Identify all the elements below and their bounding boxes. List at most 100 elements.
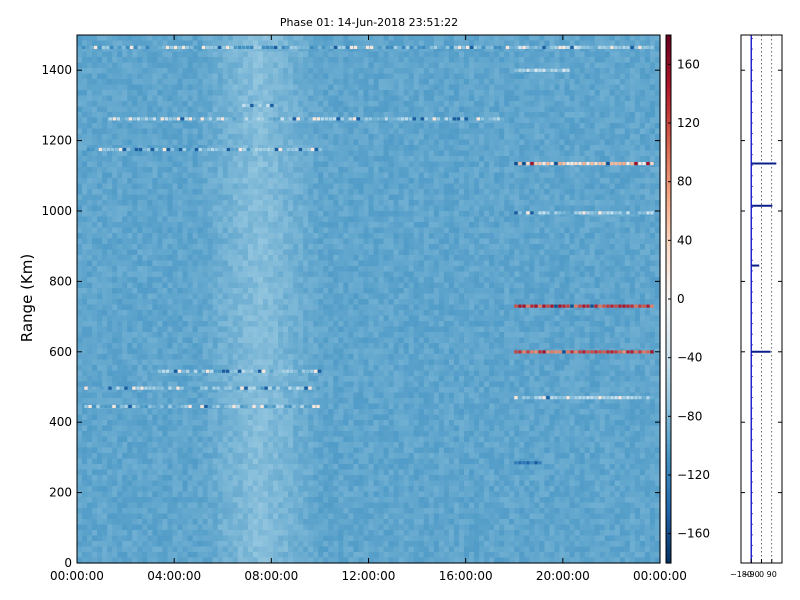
heatmap-cell	[222, 35, 229, 42]
heatmap-cell	[197, 255, 204, 262]
heatmap-cell	[273, 161, 279, 168]
heatmap-cell	[227, 293, 234, 300]
heatmap-cell	[288, 326, 294, 333]
heatmap-cell	[157, 35, 164, 42]
heatmap-cell	[273, 480, 279, 487]
heatmap-cell	[212, 117, 219, 124]
heatmap-cell	[273, 46, 279, 53]
heatmap-cell	[313, 277, 319, 284]
heatmap-cell	[323, 150, 329, 157]
heatmap-cell	[122, 453, 128, 460]
heatmap-cell	[252, 458, 259, 465]
heatmap-cell	[187, 277, 194, 284]
heatmap-cell	[222, 442, 229, 449]
heatmap-cell	[303, 156, 309, 163]
heatmap-cell	[293, 458, 299, 465]
heatmap-cell	[252, 359, 259, 366]
heatmap-cell	[97, 40, 103, 47]
heatmap-cell	[192, 84, 199, 91]
heatmap-cell	[102, 486, 108, 493]
heatmap-cell	[137, 293, 143, 300]
heatmap-cell	[197, 112, 204, 119]
heatmap-cell	[77, 337, 83, 344]
heatmap-cell	[313, 348, 319, 355]
heatmap-cell	[132, 453, 138, 460]
heatmap-cell	[127, 266, 133, 273]
heatmap-cell	[288, 304, 294, 311]
heatmap-cell	[177, 475, 184, 482]
heatmap-cell	[237, 172, 244, 179]
heatmap-cell	[288, 348, 294, 355]
heatmap-cell	[288, 260, 294, 267]
heatmap-cell	[147, 123, 153, 130]
heatmap-cell	[167, 508, 174, 515]
heatmap-cell	[273, 238, 279, 245]
heatmap-cell	[232, 343, 239, 350]
heatmap-cell	[252, 497, 259, 504]
heatmap-cell	[298, 321, 304, 328]
heatmap-cell	[127, 205, 133, 212]
heatmap-cell	[318, 189, 324, 196]
heatmap-cell	[172, 172, 179, 179]
heatmap-cell	[262, 370, 269, 377]
heatmap-cell	[142, 392, 148, 399]
heatmap-cell	[333, 178, 339, 185]
heatmap-cell	[192, 194, 199, 201]
heatmap-cell	[192, 73, 199, 80]
heatmap-cell	[187, 431, 194, 438]
heatmap-cell	[142, 79, 148, 86]
heatmap-cell	[122, 216, 128, 223]
heatmap-cell	[137, 101, 143, 108]
heatmap-cell	[152, 84, 159, 91]
heatmap-cell	[197, 502, 204, 509]
heatmap-cell	[222, 381, 229, 388]
heatmap-cell	[142, 453, 148, 460]
heatmap-cell	[197, 90, 204, 97]
heatmap-cell	[288, 249, 294, 256]
heatmap-cell	[308, 150, 314, 157]
heatmap-cell	[283, 216, 289, 223]
heatmap-cell	[298, 68, 304, 75]
heatmap-cell	[273, 387, 279, 394]
heatmap-cell	[328, 447, 334, 454]
heatmap-cell	[112, 453, 118, 460]
heatmap-cell	[278, 68, 284, 75]
heatmap-cell	[267, 354, 274, 361]
heatmap-cell	[252, 112, 259, 119]
heatmap-cell	[82, 90, 88, 97]
heatmap-cell	[77, 200, 83, 207]
heatmap-cell	[162, 354, 169, 361]
heatmap-cell	[147, 535, 153, 542]
heatmap-cell	[323, 194, 329, 201]
heatmap-cell	[92, 277, 98, 284]
heatmap-cell	[328, 524, 334, 531]
heatmap-cell	[147, 183, 153, 190]
heatmap-cell	[262, 117, 269, 124]
heatmap-cell	[252, 51, 259, 58]
heatmap-cell	[162, 425, 169, 432]
heatmap-cell	[112, 546, 118, 553]
heatmap-cell	[87, 436, 93, 443]
heatmap-cell	[202, 398, 209, 405]
heatmap-cell	[252, 211, 259, 218]
heatmap-cell	[202, 233, 209, 240]
heatmap-cell	[167, 123, 174, 130]
heatmap-cell	[318, 387, 324, 394]
heatmap-cell	[242, 172, 249, 179]
heatmap-cell	[117, 260, 123, 267]
heatmap-cell	[162, 172, 169, 179]
heatmap-cell	[247, 326, 254, 333]
heatmap-cell	[147, 282, 153, 289]
heatmap-cell	[202, 469, 209, 476]
heatmap-cell	[172, 546, 179, 553]
heatmap-cell	[257, 238, 264, 245]
heatmap-cell	[283, 222, 289, 229]
heatmap-cell	[278, 541, 284, 548]
heatmap-cell	[82, 222, 88, 229]
heatmap-cell	[288, 183, 294, 190]
heatmap-cell	[172, 62, 179, 69]
heatmap-cell	[112, 464, 118, 471]
heatmap-cell	[247, 40, 254, 47]
heatmap-cell	[222, 73, 229, 80]
heatmap-cell	[87, 486, 93, 493]
